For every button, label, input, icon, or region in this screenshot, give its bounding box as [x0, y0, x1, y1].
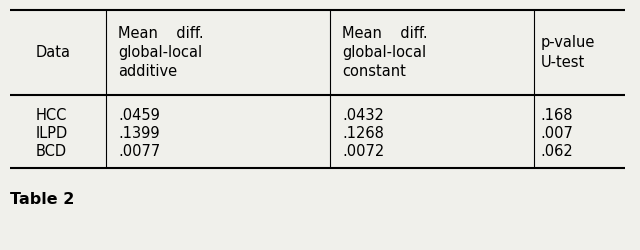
- Text: Mean    diff.
global-local
additive: Mean diff. global-local additive: [118, 26, 204, 79]
- Text: ILPD: ILPD: [35, 126, 67, 140]
- Text: BCD: BCD: [35, 144, 67, 158]
- Text: .007: .007: [541, 126, 573, 140]
- Text: .1268: .1268: [342, 126, 384, 140]
- Text: .168: .168: [541, 108, 573, 122]
- Text: Table 2: Table 2: [10, 192, 74, 208]
- Text: .1399: .1399: [118, 126, 160, 140]
- Text: Data: Data: [35, 45, 70, 60]
- Text: .0459: .0459: [118, 108, 160, 122]
- Text: .062: .062: [541, 144, 573, 158]
- Text: .0432: .0432: [342, 108, 384, 122]
- Text: .0072: .0072: [342, 144, 385, 158]
- Text: HCC: HCC: [35, 108, 67, 122]
- Text: Mean    diff.
global-local
constant: Mean diff. global-local constant: [342, 26, 428, 79]
- Text: .0077: .0077: [118, 144, 161, 158]
- Text: p-value
U-test: p-value U-test: [541, 36, 595, 70]
